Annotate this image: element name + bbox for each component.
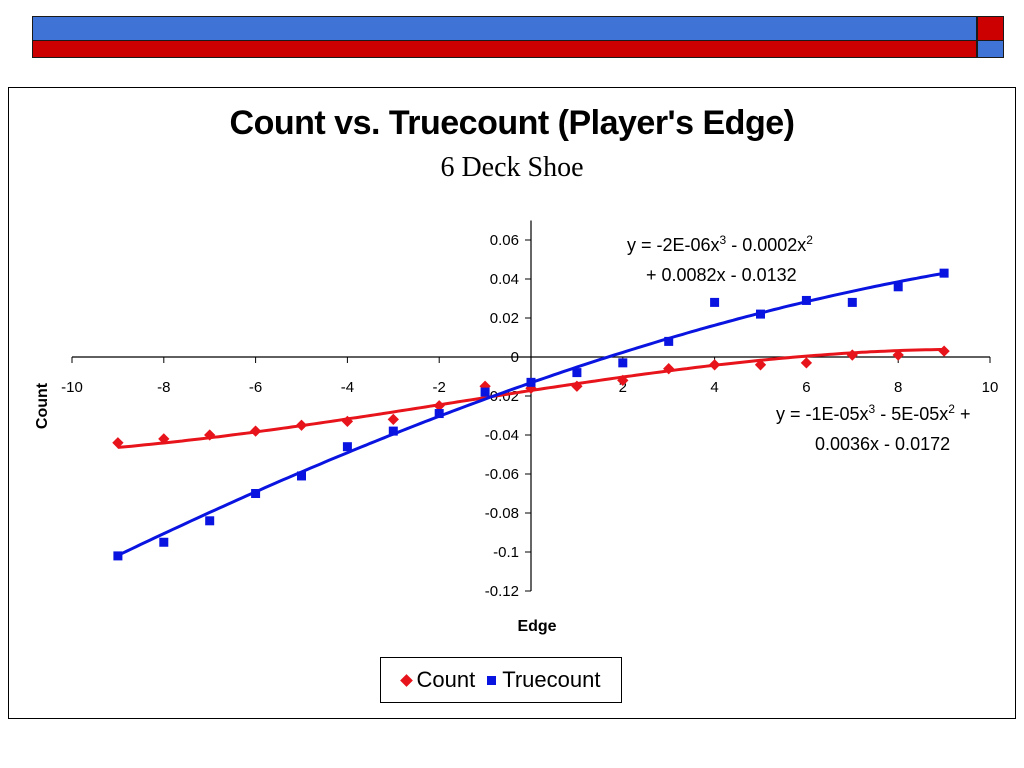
header-square-blue bbox=[977, 41, 1004, 58]
x-tick-label: 10 bbox=[982, 379, 999, 396]
count-point bbox=[341, 415, 354, 428]
count-point bbox=[433, 400, 445, 412]
x-tick-label: -2 bbox=[433, 379, 446, 396]
truecount-point bbox=[939, 268, 949, 278]
truecount-point bbox=[756, 309, 765, 319]
count-point bbox=[204, 429, 216, 441]
count-point bbox=[249, 425, 262, 437]
y-axis-title: Count bbox=[34, 382, 51, 429]
legend-label-truecount: Truecount bbox=[502, 667, 601, 692]
truecount-point bbox=[847, 297, 857, 307]
truecount-point bbox=[388, 426, 398, 436]
axes: -10 -8 -6 -4 -2 2 4 6 8 100.060.040.020-0.02-0.04… bbox=[61, 220, 999, 600]
truecount-point bbox=[710, 297, 720, 307]
x-tick-label: -10 bbox=[61, 379, 83, 396]
legend-item-count: Count bbox=[399, 667, 476, 693]
truecount-point bbox=[113, 551, 123, 561]
chart-title: Count vs. Truecount (Player's Edge) bbox=[229, 104, 795, 142]
truecount-equation-line1: y = -2E-06x3 - 0.0002x2 bbox=[627, 233, 813, 255]
data-points bbox=[112, 268, 950, 561]
count-point bbox=[387, 413, 399, 426]
count-point bbox=[846, 349, 858, 361]
header-bar-blue bbox=[32, 16, 977, 41]
truecount-point bbox=[434, 409, 444, 419]
x-tick-label: -8 bbox=[157, 379, 170, 396]
truecount-point bbox=[893, 282, 903, 292]
count-point bbox=[708, 359, 721, 371]
count-equation-line2: 0.0036x - 0.0172 bbox=[815, 434, 950, 454]
count-point bbox=[571, 380, 583, 392]
truecount-point bbox=[572, 368, 582, 378]
y-tick-label: -0.04 bbox=[485, 427, 519, 444]
count-point bbox=[663, 363, 675, 375]
header-square-red bbox=[977, 16, 1004, 41]
count-point bbox=[892, 349, 904, 361]
y-tick-label: -0.08 bbox=[485, 505, 519, 522]
y-tick-label: 0.06 bbox=[490, 232, 519, 249]
count-equation-line1: y = -1E-05x3 - 5E-05x2 + bbox=[776, 402, 970, 424]
count-point bbox=[617, 374, 629, 387]
truecount-point bbox=[480, 387, 490, 397]
legend-item-truecount: Truecount bbox=[487, 667, 600, 693]
truecount-point bbox=[251, 489, 261, 498]
truecount-point bbox=[618, 358, 628, 368]
truecount-point bbox=[526, 377, 536, 387]
truecount-point bbox=[664, 336, 674, 346]
legend-label-count: Count bbox=[416, 667, 476, 692]
x-tick-label: -6 bbox=[249, 379, 262, 396]
legend: Count Truecount bbox=[380, 657, 622, 703]
square-marker-icon bbox=[487, 675, 497, 685]
count-point bbox=[295, 419, 308, 431]
y-tick-label: -0.12 bbox=[485, 583, 519, 600]
truecount-point bbox=[342, 442, 352, 452]
count-point bbox=[158, 433, 170, 445]
x-tick-label: 4 bbox=[710, 379, 718, 396]
count-point bbox=[800, 357, 813, 369]
truecount-equation-line2: + 0.0082x - 0.0132 bbox=[646, 265, 797, 285]
count-point bbox=[754, 359, 767, 371]
truecount-point bbox=[159, 537, 169, 547]
diamond-marker-icon bbox=[399, 673, 413, 687]
chart-frame bbox=[8, 87, 1016, 719]
truecount-point bbox=[205, 516, 215, 526]
y-tick-label: -0.06 bbox=[485, 466, 519, 483]
x-axis-title: Edge bbox=[517, 618, 556, 635]
y-tick-label: -0.1 bbox=[493, 544, 519, 561]
chart-subtitle: 6 Deck Shoe bbox=[440, 152, 584, 183]
truecount-point bbox=[297, 471, 306, 481]
truecount-point bbox=[801, 295, 811, 305]
y-tick-label: 0.04 bbox=[490, 271, 519, 288]
count-point bbox=[938, 345, 950, 357]
x-tick-label: 8 bbox=[894, 379, 902, 396]
x-tick-label: -4 bbox=[341, 379, 354, 396]
x-tick-label: 6 bbox=[802, 379, 810, 396]
header-bar-red bbox=[32, 41, 977, 58]
y-tick-label: 0 bbox=[511, 349, 519, 366]
y-tick-label: 0.02 bbox=[490, 310, 519, 327]
x-tick-label: 2 bbox=[619, 379, 627, 396]
